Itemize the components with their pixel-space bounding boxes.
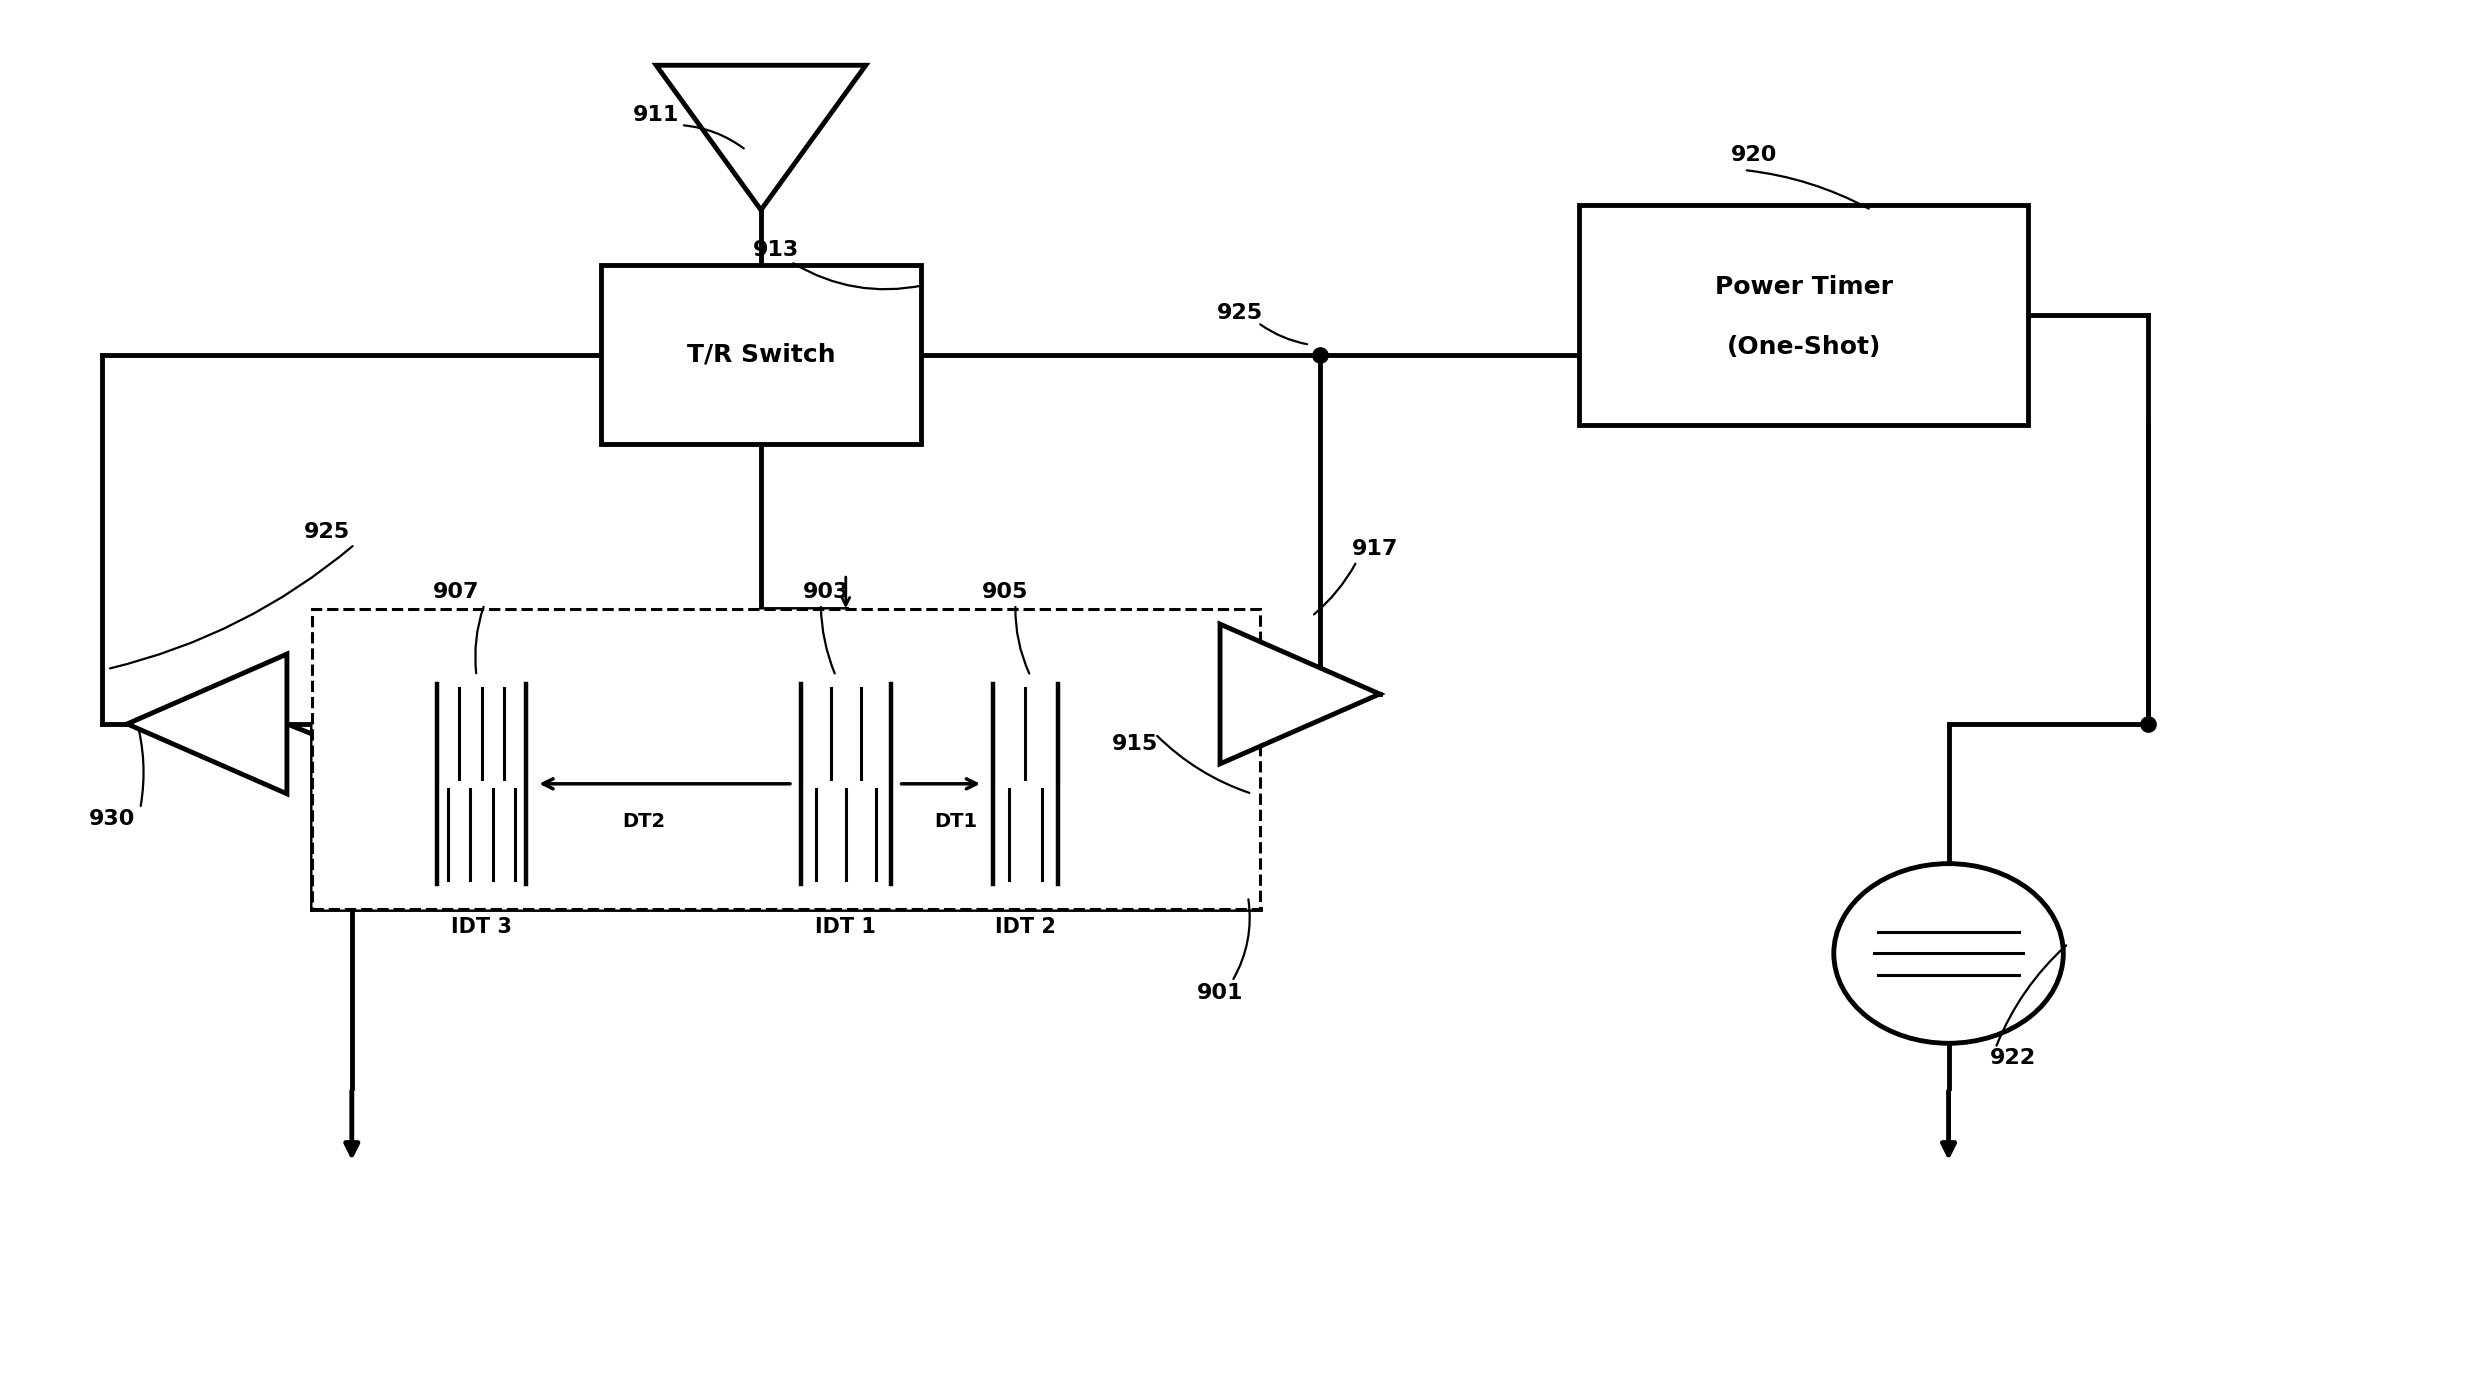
Text: 917: 917	[1351, 539, 1398, 559]
Text: IDT 1: IDT 1	[815, 916, 877, 937]
Text: 905: 905	[983, 583, 1028, 602]
Text: (One-Shot): (One-Shot)	[1727, 335, 1882, 359]
Text: 920: 920	[1731, 146, 1776, 165]
Text: IDT 3: IDT 3	[452, 916, 511, 937]
Polygon shape	[128, 654, 287, 794]
Text: 911: 911	[632, 106, 679, 125]
Ellipse shape	[1833, 864, 2062, 1043]
Text: 925: 925	[1218, 302, 1262, 323]
Bar	[311, 609, 1260, 908]
Text: 913: 913	[753, 240, 800, 260]
Text: Power Timer: Power Timer	[1714, 275, 1892, 298]
Text: DT1: DT1	[934, 812, 978, 831]
Text: IDT 2: IDT 2	[995, 916, 1055, 937]
Polygon shape	[1220, 624, 1381, 764]
Text: 907: 907	[432, 583, 479, 602]
Text: T/R Switch: T/R Switch	[687, 342, 835, 367]
Text: DT2: DT2	[622, 812, 664, 831]
Text: 903: 903	[803, 583, 850, 602]
Text: 915: 915	[1112, 734, 1158, 754]
Bar	[600, 265, 921, 445]
Text: 925: 925	[304, 522, 351, 543]
Text: 901: 901	[1198, 984, 1242, 1003]
Bar	[1578, 205, 2028, 425]
Text: 922: 922	[1991, 1048, 2035, 1068]
Text: 930: 930	[89, 809, 136, 829]
